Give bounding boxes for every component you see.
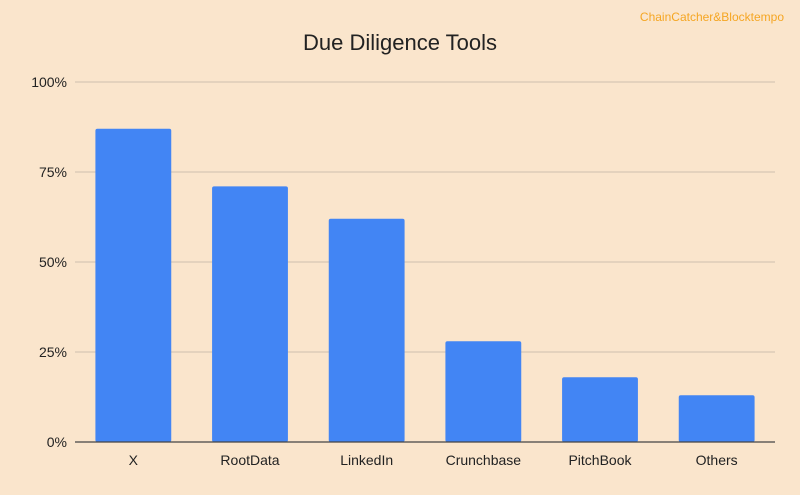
grid-lines — [75, 81, 775, 353]
y-tick-label: 75% — [39, 164, 67, 180]
x-tick-label: PitchBook — [568, 452, 632, 468]
x-axis-ticks: X RootData LinkedIn Crunchbase PitchBook Othe… — [129, 452, 738, 468]
bar-pitchbook — [562, 377, 638, 442]
y-tick-label: 50% — [39, 254, 67, 270]
bar-linkedin — [328, 218, 405, 442]
y-axis-ticks: 0% 25% 50% 75% 100% — [31, 74, 67, 450]
chart-title: Due Diligence Tools — [303, 30, 497, 55]
bar-crunchbase — [445, 341, 522, 442]
x-tick-label: Others — [696, 452, 738, 468]
x-tick-label: X — [129, 452, 139, 468]
x-tick-label: LinkedIn — [340, 452, 393, 468]
watermark-text: ChainCatcher&Blocktempo — [639, 10, 784, 24]
y-tick-label: 0% — [47, 434, 67, 450]
y-tick-label: 25% — [39, 344, 67, 360]
bar-x — [95, 128, 172, 443]
bar-others — [678, 395, 755, 442]
y-tick-label: 100% — [31, 74, 67, 90]
bar-rootdata — [212, 186, 288, 442]
x-tick-label: Crunchbase — [446, 452, 522, 468]
bars — [95, 128, 755, 443]
x-tick-label: RootData — [220, 452, 279, 468]
